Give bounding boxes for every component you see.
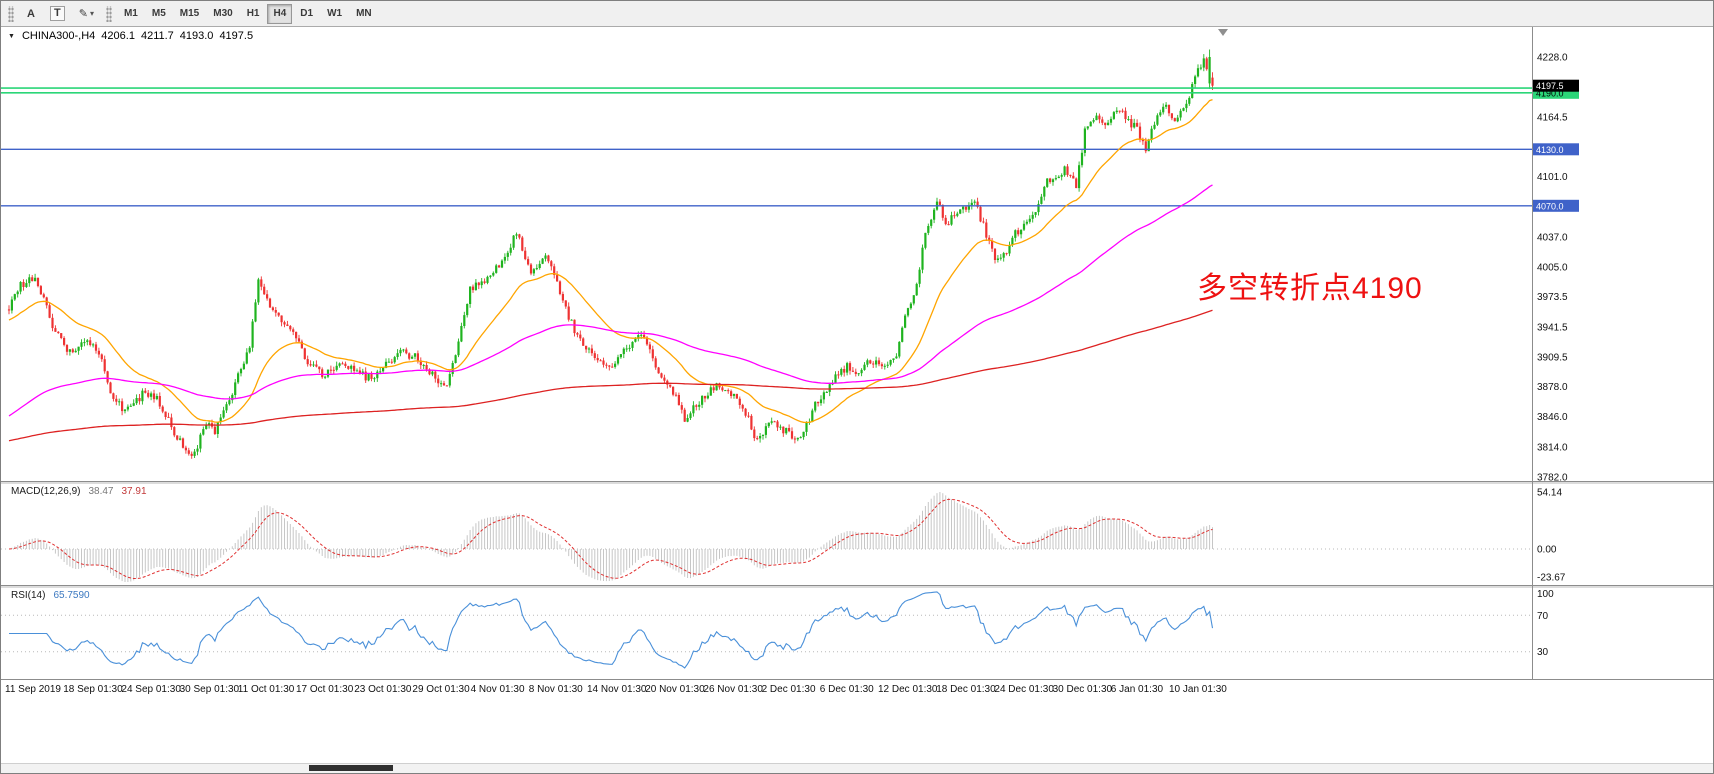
x-axis-label: 14 Nov 01:30 xyxy=(587,684,647,695)
macd-scale-label: -23.67 xyxy=(1537,573,1566,584)
x-axis-label: 10 Jan 01:30 xyxy=(1169,684,1227,695)
x-axis-label: 24 Dec 01:30 xyxy=(994,684,1054,695)
x-axis-label: 8 Nov 01:30 xyxy=(529,684,583,695)
x-axis-label: 30 Sep 01:30 xyxy=(180,684,240,695)
ma-mid-line xyxy=(8,184,1213,417)
macd-name: MACD(12,26,9) xyxy=(11,486,81,497)
text-label-tool-button[interactable]: T xyxy=(44,4,71,24)
horizontal-scrollbar[interactable] xyxy=(1,763,1713,773)
x-axis-label: 6 Dec 01:30 xyxy=(820,684,874,695)
svg-text:4197.5: 4197.5 xyxy=(1536,81,1564,91)
price-axis-label: 3878.0 xyxy=(1537,382,1568,393)
price-axis-label: 3782.0 xyxy=(1537,473,1568,484)
toolbar: A T ✎ ▾ M1 M5 M15 M30 H1 H4 D1 W1 MN xyxy=(1,1,1713,27)
price-axis-label: 3814.0 xyxy=(1537,442,1568,453)
x-axis-label: 2 Dec 01:30 xyxy=(762,684,816,695)
x-axis-label: 6 Jan 01:30 xyxy=(1111,684,1164,695)
chart-area[interactable]: 4228.0 4164.5 4101.0 4037.0 4005.0 3973.5 3941… xyxy=(1,27,1713,763)
ma-fast-line xyxy=(8,98,1213,424)
timeframe-h1-button[interactable]: H1 xyxy=(241,4,266,24)
rsi-value: 65.7590 xyxy=(53,590,90,601)
timeframe-m1-button[interactable]: M1 xyxy=(118,4,144,24)
ohlc-close: 4197.5 xyxy=(219,30,254,42)
drawing-tool-button[interactable]: ✎ ▾ xyxy=(73,4,100,24)
x-axis-label: 4 Nov 01:30 xyxy=(471,684,525,695)
svg-text:4130.0: 4130.0 xyxy=(1536,145,1564,155)
price-axis-label: 4164.5 xyxy=(1537,112,1568,123)
candlestick-series xyxy=(7,49,1214,459)
toolbar-grip[interactable] xyxy=(8,5,14,22)
macd-signal-line xyxy=(8,498,1213,579)
rsi-scale-label: 70 xyxy=(1537,611,1549,622)
ohlc-open: 4206.1 xyxy=(101,30,135,42)
ma-slow-line xyxy=(8,309,1213,442)
x-axis-label: 12 Dec 01:30 xyxy=(878,684,938,695)
x-axis-label: 11 Sep 2019 xyxy=(5,684,61,695)
chart-header: ▼ CHINA300-,H4 4206.1 4211.7 4193.0 4197… xyxy=(8,30,253,42)
symbol-period-label: CHINA300-,H4 xyxy=(21,30,96,42)
price-axis-label: 4005.0 xyxy=(1537,263,1568,274)
timeframe-mn-button[interactable]: MN xyxy=(350,4,378,24)
price-axis-label: 4037.0 xyxy=(1537,232,1568,243)
timeframe-m15-button[interactable]: M15 xyxy=(174,4,205,24)
rsi-scale-label: 100 xyxy=(1537,589,1554,600)
chart-shift-marker[interactable] xyxy=(1218,29,1228,36)
price-axis[interactable]: 4228.0 4164.5 4101.0 4037.0 4005.0 3973.5 3941… xyxy=(1537,53,1568,659)
x-axis-label: 23 Oct 01:30 xyxy=(354,684,412,695)
x-axis-label: 30 Dec 01:30 xyxy=(1053,684,1113,695)
x-axis-label: 11 Oct 01:30 xyxy=(238,684,295,695)
svg-text:4190.0: 4190.0 xyxy=(1536,88,1564,98)
x-axis-label: 26 Nov 01:30 xyxy=(703,684,763,695)
x-axis-label: 18 Dec 01:30 xyxy=(936,684,996,695)
drawing-toolbar: A T ✎ ▾ xyxy=(20,4,100,24)
chart-annotation: 多空转折点4190 xyxy=(1197,272,1423,305)
rsi-scale-label: 30 xyxy=(1537,647,1549,658)
timeframe-w1-button[interactable]: W1 xyxy=(321,4,348,24)
expand-arrow-icon[interactable]: ▼ xyxy=(8,32,15,40)
timeframe-m30-button[interactable]: M30 xyxy=(207,4,238,24)
line-price-tag-4070[interactable]: 4070.0 xyxy=(1533,199,1579,212)
macd-scale-label: 54.14 xyxy=(1537,488,1562,499)
font-tool-button[interactable]: A xyxy=(20,4,42,24)
price-axis-label: 3846.0 xyxy=(1537,412,1568,423)
drawing-tool-icon: ✎ xyxy=(78,8,88,20)
timeframe-m5-button[interactable]: M5 xyxy=(146,4,172,24)
line-price-tag-4130[interactable]: 4130.0 xyxy=(1533,143,1579,156)
current-price-tag[interactable]: 4197.5 xyxy=(1533,79,1579,92)
macd-scale-label: 0.00 xyxy=(1537,545,1557,556)
scrollbar-thumb[interactable] xyxy=(309,765,393,771)
svg-text:4070.0: 4070.0 xyxy=(1536,201,1564,211)
timeframe-toolbar: M1 M5 M15 M30 H1 H4 D1 W1 MN xyxy=(118,3,378,24)
panel-splitter[interactable] xyxy=(1,481,1713,484)
x-axis-label: 17 Oct 01:30 xyxy=(296,684,354,695)
price-axis-label: 3941.5 xyxy=(1537,322,1568,333)
text-label-tool-icon: T xyxy=(50,6,65,21)
macd-histogram xyxy=(11,492,1213,582)
macd-indicator-label: MACD(12,26,9) 38.47 37.91 xyxy=(11,486,147,497)
x-axis-label: 18 Sep 01:30 xyxy=(63,684,123,695)
font-tool-icon: A xyxy=(27,7,35,20)
rsi-line xyxy=(9,591,1214,669)
chart-canvas[interactable]: 4228.0 4164.5 4101.0 4037.0 4005.0 3973.5 3941… xyxy=(1,27,1713,763)
macd-value-signal: 37.91 xyxy=(121,486,147,497)
price-axis-label: 3973.5 xyxy=(1537,292,1568,303)
x-axis-label: 29 Oct 01:30 xyxy=(412,684,470,695)
price-axis-label: 3909.5 xyxy=(1537,352,1568,363)
macd-value-main: 38.47 xyxy=(88,486,114,497)
rsi-name: RSI(14) xyxy=(11,590,46,601)
dropdown-arrow-icon: ▾ xyxy=(89,9,94,18)
timeframe-d1-button[interactable]: D1 xyxy=(294,4,319,24)
panel-splitter[interactable] xyxy=(1,585,1713,588)
x-axis-label: 24 Sep 01:30 xyxy=(121,684,181,695)
price-axis-label: 4228.0 xyxy=(1537,53,1568,64)
toolbar-grip-2[interactable] xyxy=(105,5,112,22)
x-axis-label: 20 Nov 01:30 xyxy=(645,684,705,695)
timeframe-h4-button[interactable]: H4 xyxy=(267,3,293,24)
price-axis-label: 4101.0 xyxy=(1537,172,1568,183)
ohlc-low: 4193.0 xyxy=(179,30,214,42)
ohlc-high: 4211.7 xyxy=(140,30,174,42)
rsi-indicator-label: RSI(14) 65.7590 xyxy=(11,590,90,601)
